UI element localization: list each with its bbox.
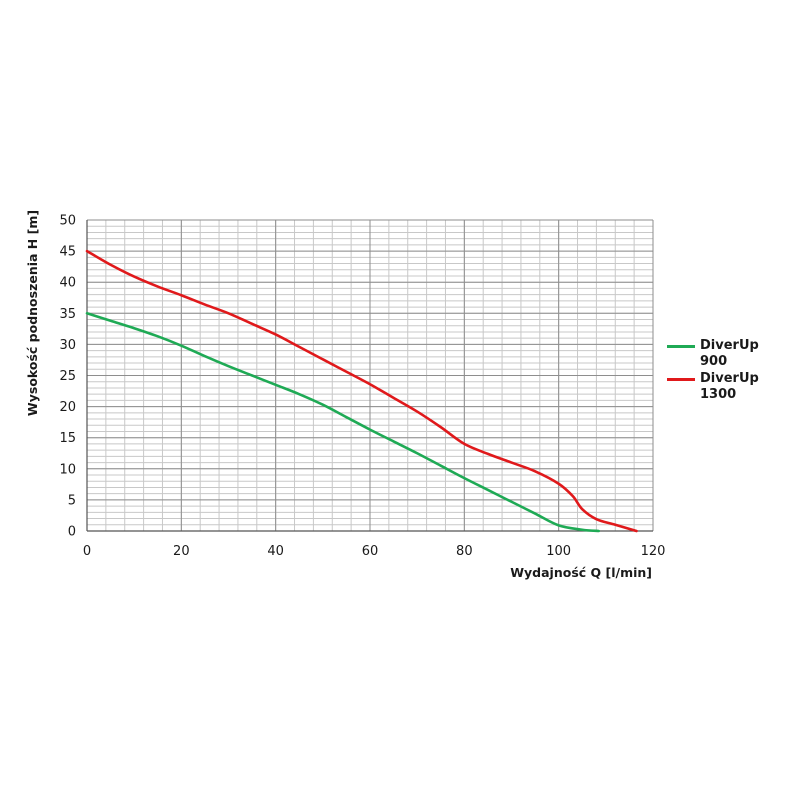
y-axis-title: Wysokość podnoszenia H [m] bbox=[25, 210, 40, 416]
x-tick-label: 100 bbox=[546, 544, 571, 559]
y-tick-label: 0 bbox=[68, 525, 76, 540]
x-tick-label: 80 bbox=[456, 544, 473, 559]
y-tick-label: 40 bbox=[59, 276, 76, 291]
y-tick-label: 45 bbox=[59, 245, 76, 260]
legend-label-diverup-900: DiverUp 900 bbox=[700, 338, 759, 369]
series-line-diverup-1300 bbox=[85, 249, 638, 533]
legend-swatch-diverup-1300 bbox=[667, 378, 695, 381]
x-tick-label: 60 bbox=[362, 544, 379, 559]
y-tick-label: 30 bbox=[59, 338, 76, 353]
legend-swatch-diverup-900 bbox=[667, 345, 695, 348]
legend: DiverUp 900 DiverUp 1300 bbox=[667, 338, 777, 404]
series-layer bbox=[85, 249, 638, 533]
x-tick-label: 40 bbox=[267, 544, 284, 559]
legend-item-diverup-1300: DiverUp 1300 bbox=[667, 371, 777, 403]
y-tick-label: 5 bbox=[68, 493, 76, 508]
grid-major bbox=[86, 219, 654, 532]
legend-item-diverup-900: DiverUp 900 bbox=[667, 338, 777, 370]
y-tick-label: 50 bbox=[59, 214, 76, 229]
y-tick-label: 15 bbox=[59, 431, 76, 446]
y-tick-label: 25 bbox=[59, 369, 76, 384]
x-axis-title: Wydajność Q [l/min] bbox=[510, 565, 652, 580]
y-tick-label: 20 bbox=[59, 400, 76, 415]
x-tick-label: 0 bbox=[83, 544, 91, 559]
x-tick-label: 120 bbox=[641, 544, 666, 559]
y-tick-label: 10 bbox=[59, 462, 76, 477]
y-tick-label: 35 bbox=[59, 307, 76, 322]
series-line-diverup-900 bbox=[85, 312, 601, 533]
x-tick-label: 20 bbox=[173, 544, 190, 559]
legend-label-diverup-1300: DiverUp 1300 bbox=[700, 371, 759, 402]
tick-labels: 0 20 40 60 80 100 120 0 5 10 15 20 25 30 35 40 45 50 bbox=[59, 214, 665, 560]
